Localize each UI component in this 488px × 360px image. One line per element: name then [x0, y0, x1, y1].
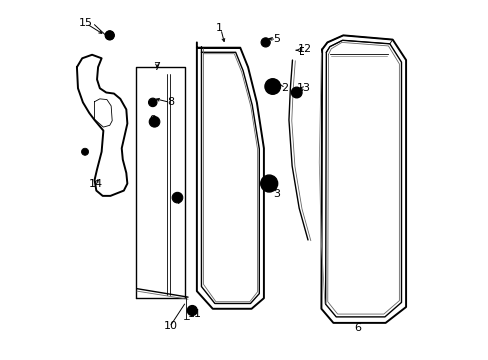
Circle shape [267, 81, 277, 91]
Circle shape [105, 31, 114, 40]
Circle shape [148, 98, 157, 107]
Text: 14: 14 [89, 179, 103, 189]
Text: 6: 6 [353, 323, 360, 333]
Circle shape [264, 79, 280, 94]
Text: 7: 7 [152, 62, 160, 72]
Text: 10: 10 [163, 321, 177, 332]
Text: 4: 4 [174, 196, 181, 206]
Circle shape [261, 38, 270, 47]
Circle shape [260, 175, 277, 192]
Text: 9: 9 [149, 115, 156, 125]
Text: 5: 5 [272, 34, 279, 44]
Circle shape [81, 148, 88, 155]
Circle shape [105, 31, 114, 40]
Circle shape [263, 178, 274, 189]
Text: 12: 12 [297, 45, 311, 54]
Text: 8: 8 [166, 98, 174, 107]
Circle shape [189, 307, 195, 314]
Circle shape [149, 117, 160, 127]
Circle shape [294, 91, 298, 94]
Circle shape [291, 87, 302, 98]
Circle shape [190, 309, 194, 312]
Circle shape [269, 84, 275, 89]
Circle shape [293, 89, 300, 96]
Text: 1: 1 [216, 23, 223, 33]
Circle shape [187, 306, 197, 315]
Text: 2: 2 [281, 83, 288, 93]
Text: 13: 13 [296, 83, 310, 93]
Text: 11: 11 [188, 309, 202, 319]
Text: 15: 15 [79, 18, 93, 28]
Circle shape [265, 181, 272, 186]
Circle shape [172, 192, 183, 203]
Text: 3: 3 [272, 189, 279, 199]
